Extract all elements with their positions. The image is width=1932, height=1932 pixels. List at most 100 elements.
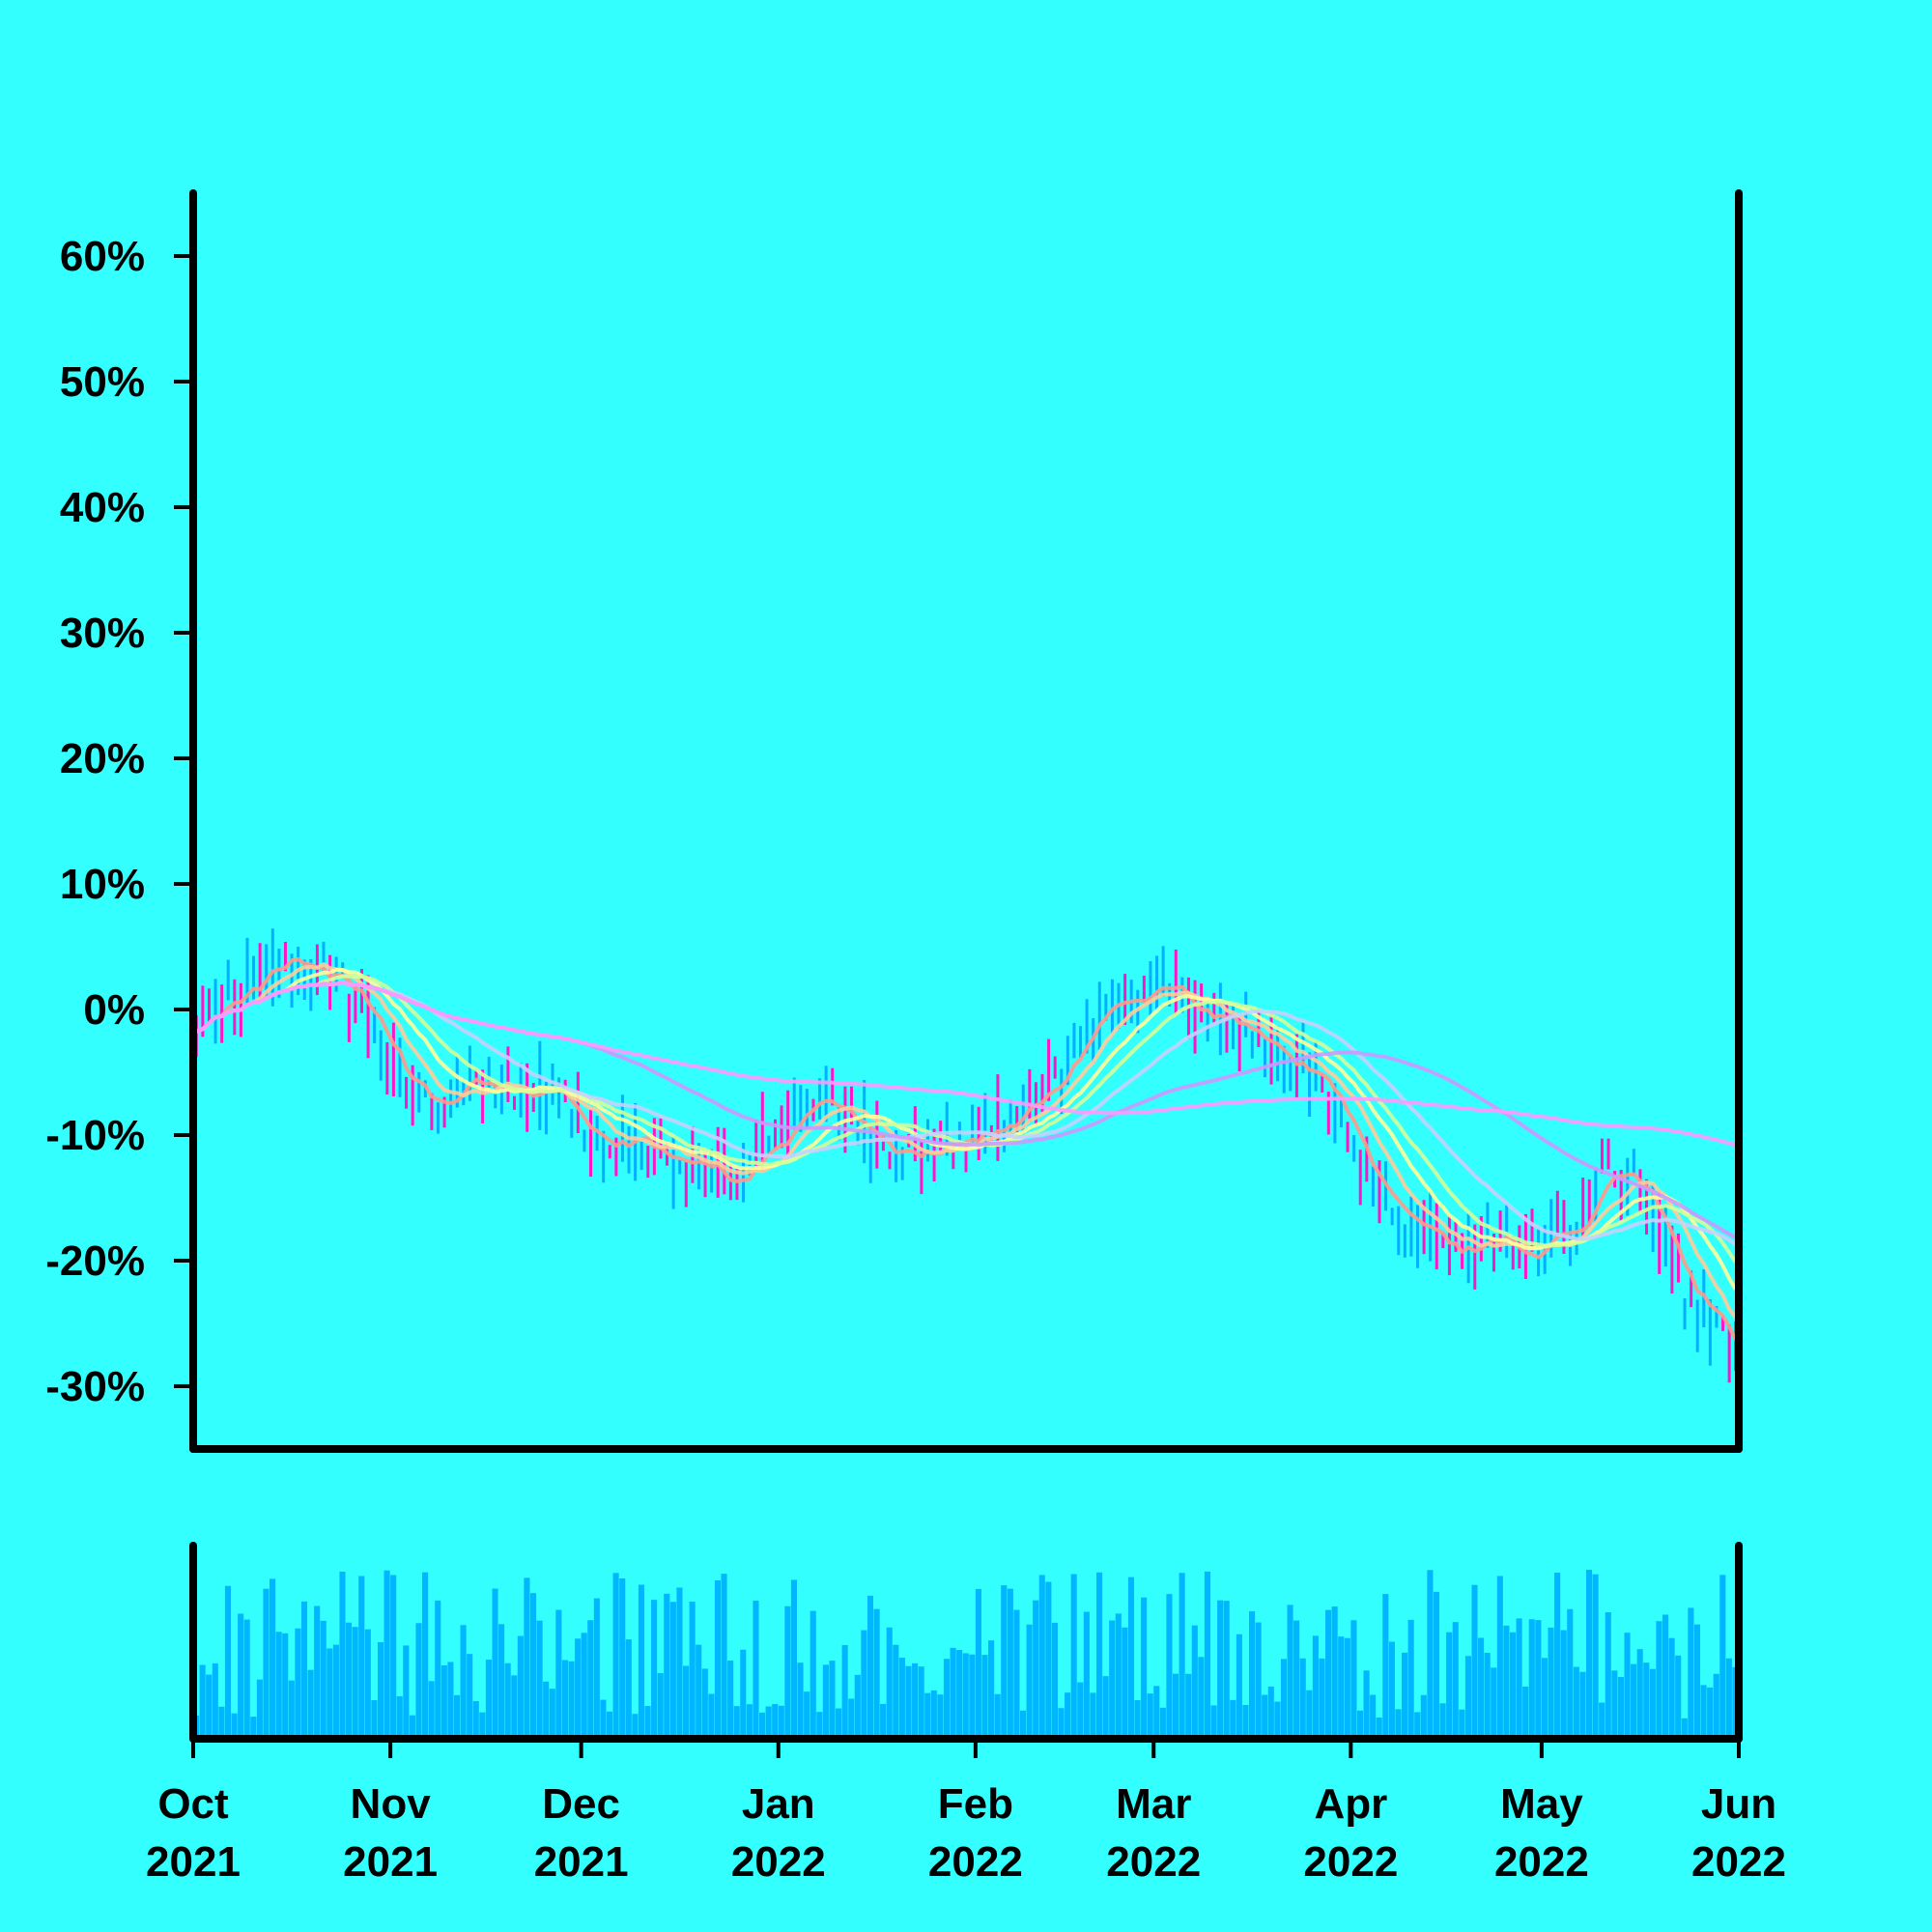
volume-bar <box>1134 1699 1141 1739</box>
moving-average-line <box>195 980 1737 1148</box>
volume-bar <box>1262 1694 1268 1739</box>
volume-bar <box>1700 1685 1707 1739</box>
volume-bar <box>676 1587 683 1739</box>
volume-bar <box>1058 1708 1065 1739</box>
volume-bar <box>307 1669 314 1739</box>
volume-bar <box>804 1691 810 1739</box>
volume-bar <box>1019 1710 1027 1739</box>
volume-bar <box>784 1605 791 1739</box>
volume-bar <box>390 1575 397 1739</box>
volume-bar <box>472 1700 479 1739</box>
volume-bar <box>1255 1622 1262 1739</box>
volume-bar <box>1631 1663 1637 1739</box>
x-tick-label-month: Dec <box>542 1780 620 1828</box>
volume-bar <box>1153 1686 1160 1739</box>
volume-bar <box>657 1673 664 1739</box>
volume-bar <box>422 1572 429 1739</box>
volume-bar <box>1719 1575 1726 1739</box>
volume-bar <box>1528 1619 1535 1739</box>
volume-bar <box>632 1714 639 1739</box>
y-tick-label: 10% <box>60 861 145 908</box>
volume-bar <box>1267 1686 1274 1739</box>
volume-bar <box>1370 1694 1377 1739</box>
volume-bar <box>1675 1655 1682 1739</box>
volume-bar <box>981 1655 988 1739</box>
volume-bar <box>256 1679 263 1739</box>
volume-bar <box>1624 1633 1631 1739</box>
volume-bar <box>511 1675 518 1739</box>
volume-bar <box>492 1588 498 1739</box>
volume-bar <box>1446 1632 1453 1739</box>
volume-bar <box>1420 1694 1427 1739</box>
volume-bar <box>867 1595 874 1739</box>
volume-bar <box>1249 1611 1256 1739</box>
volume-bar <box>721 1574 727 1739</box>
volume-bar <box>327 1648 333 1739</box>
volume-bar <box>1299 1658 1306 1739</box>
volume-bar <box>1516 1618 1522 1739</box>
volume-bar <box>314 1605 321 1739</box>
y-tick-label: 20% <box>60 735 145 782</box>
volume-bar <box>243 1619 250 1739</box>
volume-bar <box>1503 1625 1510 1739</box>
volume-bar <box>1141 1597 1148 1739</box>
y-tick-label: -30% <box>45 1363 145 1410</box>
y-tick-label: 60% <box>60 233 145 280</box>
volume-bar <box>1070 1574 1077 1739</box>
volume-bar <box>1065 1692 1071 1739</box>
volume-bar <box>332 1644 339 1739</box>
volume-bar <box>415 1623 422 1739</box>
volume-bar <box>479 1712 486 1739</box>
volume-bar <box>1095 1572 1103 1739</box>
x-tick-label-year: 2022 <box>1303 1838 1398 1886</box>
volume-bar <box>669 1602 676 1739</box>
volume-bar <box>1001 1585 1008 1739</box>
volume-bar <box>1668 1637 1675 1739</box>
volume-bar <box>1484 1652 1491 1739</box>
volume-bar <box>1611 1670 1618 1739</box>
volume-bar <box>1045 1581 1052 1739</box>
volume-bar <box>1109 1620 1116 1739</box>
volume-bar <box>1407 1619 1414 1739</box>
volume-bar <box>1223 1601 1230 1739</box>
volume-bar <box>682 1665 690 1739</box>
volume-bar <box>1439 1703 1446 1739</box>
volume-bar <box>1725 1658 1732 1739</box>
volume-bar <box>1312 1635 1319 1739</box>
volume-bar <box>238 1613 244 1739</box>
volume-bar <box>1115 1613 1122 1739</box>
volume-bar <box>1522 1686 1529 1739</box>
volume-bar <box>1102 1676 1109 1739</box>
volume-bar <box>1122 1627 1128 1739</box>
volume-bar <box>224 1585 232 1739</box>
volume-bar <box>1356 1710 1364 1739</box>
x-tick-label-month: Oct <box>157 1780 229 1828</box>
volume-bar <box>320 1620 327 1739</box>
volume-bar <box>1179 1573 1185 1739</box>
x-tick-label-year: 2022 <box>731 1838 826 1886</box>
volume-bar <box>529 1593 537 1739</box>
volume-bar <box>352 1627 358 1739</box>
x-tick-label-year: 2021 <box>146 1838 241 1886</box>
volume-bar <box>561 1660 568 1739</box>
volume-bar <box>575 1638 582 1739</box>
volume-bar <box>1274 1701 1281 1739</box>
x-tick-label-month: Jun <box>1701 1780 1776 1828</box>
volume-bar <box>893 1644 899 1739</box>
volume-bar <box>606 1711 613 1739</box>
volume-bar <box>1166 1594 1173 1739</box>
x-tick-label-month: Apr <box>1314 1780 1387 1828</box>
volume-bar <box>1414 1712 1421 1739</box>
moving-average-line <box>195 968 1738 1291</box>
volume-bar <box>1605 1611 1611 1739</box>
volume-bar <box>969 1654 976 1739</box>
x-tick-label-month: Mar <box>1116 1780 1191 1828</box>
volume-bar <box>829 1661 836 1739</box>
volume-bar <box>1662 1614 1669 1739</box>
volume-bar <box>1204 1571 1210 1739</box>
volume-bar <box>1319 1658 1325 1739</box>
volume-bar <box>1688 1607 1694 1739</box>
volume-bar <box>664 1593 670 1739</box>
volume-bar <box>1548 1627 1554 1739</box>
volume-bar <box>364 1629 371 1739</box>
